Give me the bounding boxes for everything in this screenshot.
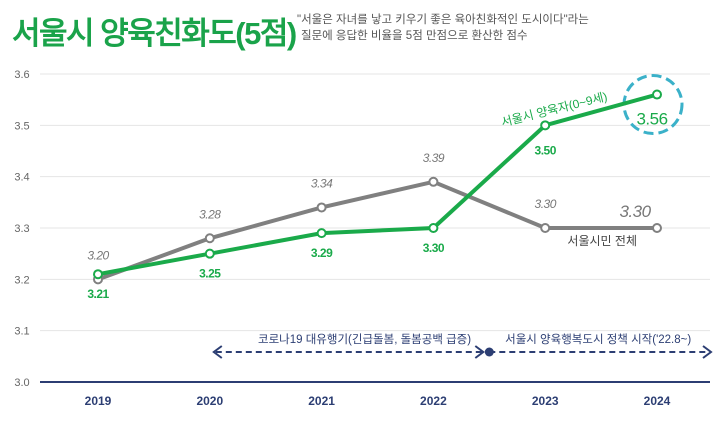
x-tick-label: 2019 <box>85 394 112 408</box>
x-tick-label: 2021 <box>308 394 335 408</box>
data-label: 3.50 <box>535 143 557 157</box>
x-tick-label: 2024 <box>644 394 671 408</box>
x-tick-label: 2023 <box>532 394 559 408</box>
data-label: 3.39 <box>423 151 445 165</box>
x-tick-label: 2020 <box>196 394 223 408</box>
data-point <box>93 269 103 280</box>
data-label: 3.21 <box>87 287 109 301</box>
data-point <box>540 120 551 131</box>
annotation-dot <box>484 347 494 357</box>
data-point <box>652 89 662 100</box>
arrow-right-icon <box>474 345 485 359</box>
data-label: 3.20 <box>87 248 109 262</box>
y-tick-label: 3.6 <box>14 69 29 81</box>
data-label: 3.28 <box>199 207 221 221</box>
series-line-1 <box>97 92 658 277</box>
data-point <box>652 223 662 233</box>
annotation-covid: 코로나19 대유행기(긴급돌봄, 돌봄공백 급증) <box>258 333 471 346</box>
arrow-right-icon <box>702 345 713 359</box>
y-tick-label: 3.1 <box>14 326 29 338</box>
data-label: 3.29 <box>311 246 333 260</box>
subtitle-line-2: 질문에 응답한 비율을 5점 만점으로 환산한 점수 <box>301 30 528 42</box>
y-tick-label: 3.4 <box>14 172 29 184</box>
data-label: 3.56 <box>636 110 667 129</box>
data-point <box>316 228 327 239</box>
data-label: 3.30 <box>535 197 557 211</box>
data-point <box>428 176 439 187</box>
legend-label-all-citizens: 서울시민 전체 <box>567 234 637 248</box>
series-line-0 <box>97 179 657 282</box>
y-tick-label: 3.2 <box>14 274 29 286</box>
data-point <box>204 248 215 259</box>
data-point <box>316 202 327 213</box>
data-label: 3.30 <box>619 202 651 221</box>
chart-title: 서울시 양육친화도(5점) <box>12 16 297 51</box>
subtitle-line-1: "서울은 자녀를 낳고 키우기 좋은 육아친화적인 도시이다"라는 <box>297 14 589 26</box>
x-tick-label: 2022 <box>420 394 447 408</box>
y-tick-label: 3.0 <box>14 377 29 389</box>
data-label: 3.30 <box>423 241 445 255</box>
data-label: 3.34 <box>311 176 333 190</box>
y-tick-label: 3.5 <box>14 120 29 132</box>
data-point <box>540 223 551 233</box>
arrow-left-icon <box>212 345 223 359</box>
chart-subtitle: "서울은 자녀를 낳고 키우기 좋은 육아친화적인 도시이다"라는 질문에 응답… <box>297 12 589 44</box>
data-point <box>428 223 439 233</box>
data-label: 3.25 <box>199 267 221 281</box>
y-tick-label: 3.3 <box>14 223 29 235</box>
data-point <box>204 233 215 244</box>
annotation-policy: 서울시 양육행복도시 정책 시작('22.8~) <box>505 332 691 346</box>
